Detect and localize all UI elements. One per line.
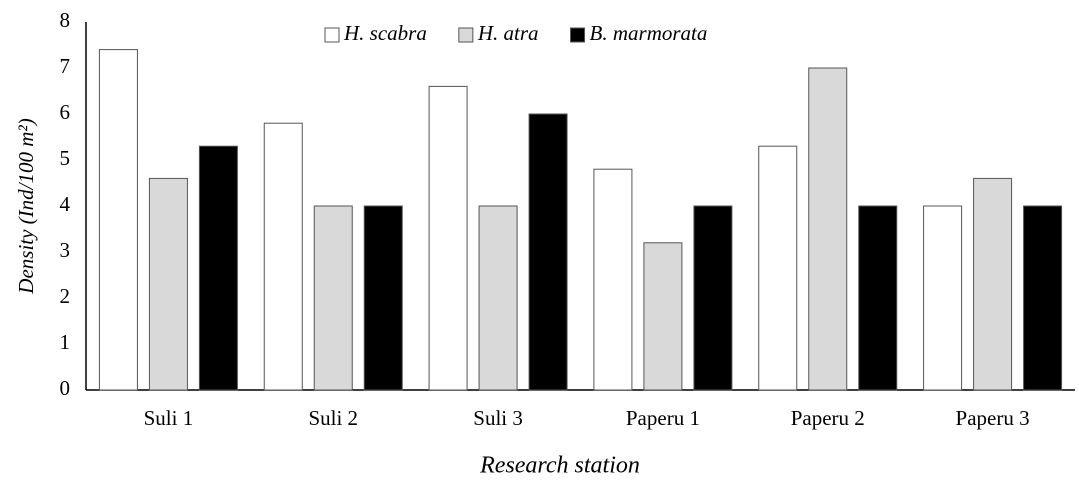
y-tick-label: 7 (60, 54, 71, 78)
legend-swatch (570, 27, 586, 43)
bar (428, 85, 468, 391)
y-tick-label: 3 (60, 238, 71, 262)
bar (1023, 205, 1063, 391)
bar (758, 145, 798, 391)
bar (528, 113, 568, 391)
x-tick-label: Suli 2 (308, 406, 358, 430)
bar (923, 205, 963, 391)
x-tick-label: Paperu 3 (956, 406, 1030, 430)
bar (313, 205, 353, 391)
x-tick-label: Paperu 2 (791, 406, 865, 430)
y-tick-label: 8 (60, 8, 71, 32)
bar (148, 177, 188, 391)
y-tick-label: 5 (60, 146, 71, 170)
legend-label: H. atra (477, 21, 539, 45)
x-tick-label: Paperu 1 (626, 406, 700, 430)
x-tick-label: Suli 3 (473, 406, 523, 430)
bar (643, 242, 683, 391)
bar (478, 205, 518, 391)
legend-swatch (324, 27, 340, 43)
bar (263, 122, 303, 391)
legend-swatch (458, 27, 474, 43)
y-tick-label: 4 (60, 192, 71, 216)
bar (808, 67, 848, 391)
y-tick-label: 6 (60, 100, 71, 124)
x-tick-label: Suli 1 (144, 406, 194, 430)
bar (363, 205, 403, 391)
bar (198, 145, 238, 391)
y-tick-label: 1 (60, 330, 71, 354)
x-axis-label: Research station (479, 453, 640, 479)
y-axis-label: Density (Ind/100 m²) (14, 118, 38, 294)
legend-label: H. scabra (343, 21, 427, 45)
bar (593, 168, 633, 391)
bar (98, 49, 138, 391)
y-tick-label: 0 (60, 376, 71, 400)
y-tick-label: 2 (60, 284, 71, 308)
legend-label: B. marmorata (590, 21, 708, 45)
bar (973, 177, 1013, 391)
bar (858, 205, 898, 391)
bar (693, 205, 733, 391)
